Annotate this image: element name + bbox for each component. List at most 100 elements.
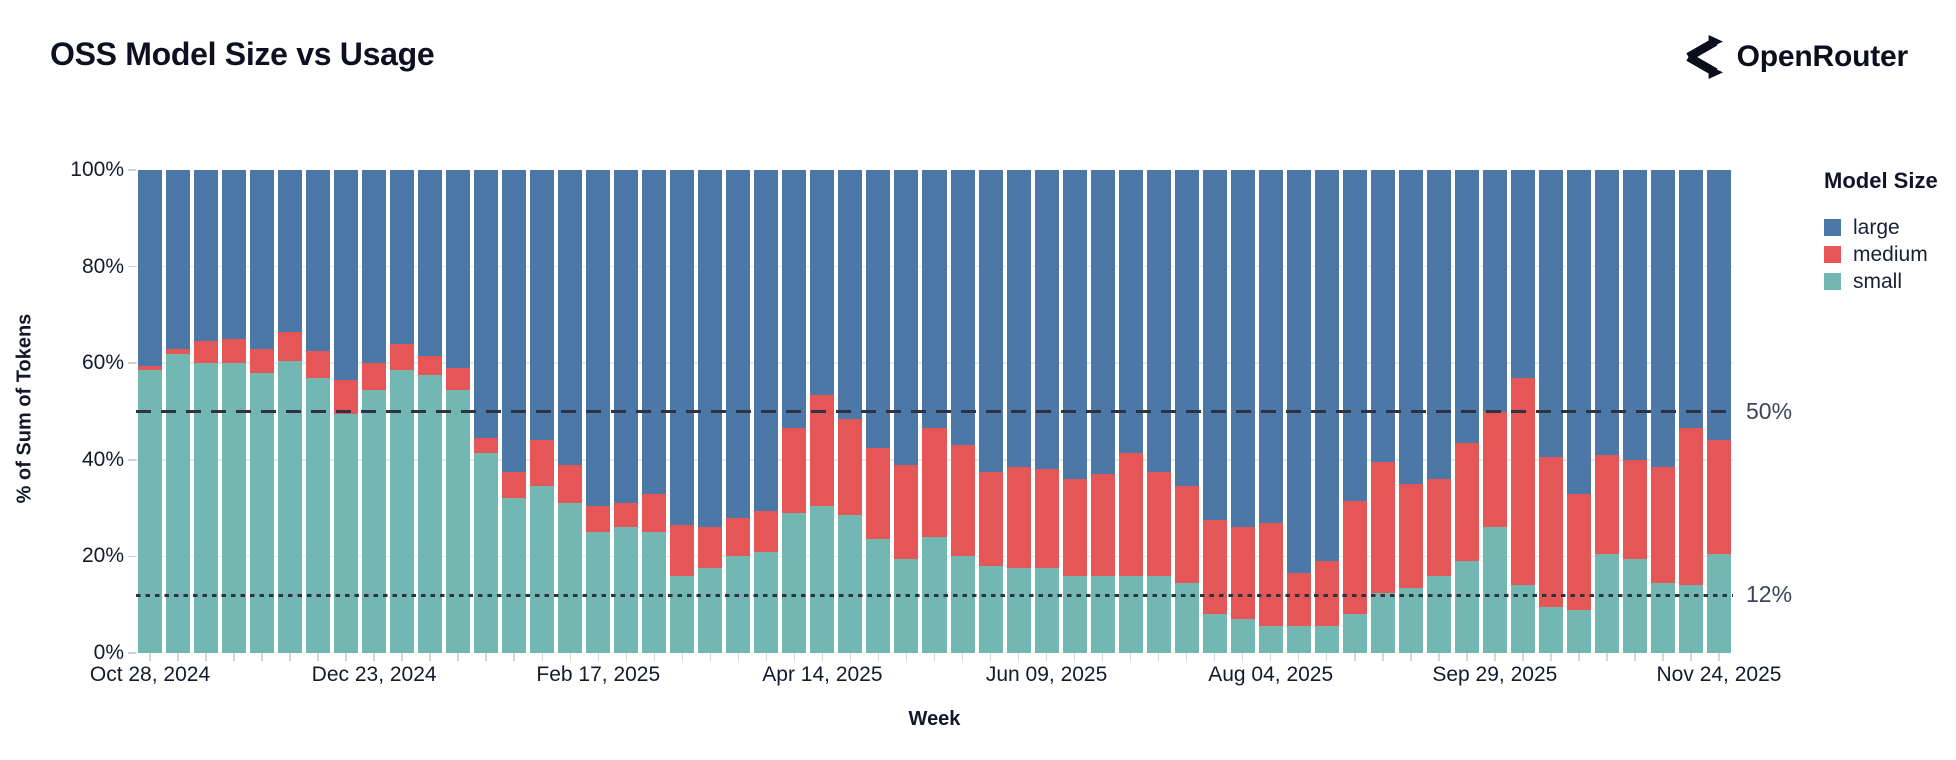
stacked-bar[interactable]: [1257, 170, 1285, 653]
stacked-bar[interactable]: [640, 170, 668, 653]
bar-stack: [418, 170, 443, 653]
stacked-bar[interactable]: [1089, 170, 1117, 653]
reference-line-50%: [136, 410, 1733, 413]
stacked-bar[interactable]: [1005, 170, 1033, 653]
stacked-bar[interactable]: [1565, 170, 1593, 653]
bar-segment-small: [474, 452, 499, 653]
bar-segment-medium: [334, 380, 359, 414]
x-tick-mark: [597, 653, 600, 661]
bar-segment-large: [1426, 170, 1451, 480]
stacked-bar[interactable]: [696, 170, 724, 653]
stacked-bar[interactable]: [780, 170, 808, 653]
stacked-bar[interactable]: [1369, 170, 1397, 653]
stacked-bar[interactable]: [584, 170, 612, 653]
stacked-bar[interactable]: [1481, 170, 1509, 653]
x-tick-mark: [709, 653, 712, 661]
bar-segment-medium: [978, 471, 1003, 567]
x-tick-mark: [1101, 653, 1104, 661]
stacked-bar[interactable]: [668, 170, 696, 653]
stacked-bar[interactable]: [836, 170, 864, 653]
stacked-bar[interactable]: [1285, 170, 1313, 653]
bar-segment-medium: [278, 331, 303, 361]
legend-item-large[interactable]: large: [1824, 214, 1938, 241]
stacked-bar[interactable]: [724, 170, 752, 653]
stacked-bar[interactable]: [864, 170, 892, 653]
bar-segment-large: [1454, 170, 1479, 443]
stacked-bar[interactable]: [1033, 170, 1061, 653]
bar-segment-medium: [754, 510, 779, 552]
x-tick-mark: [821, 653, 824, 661]
bar-segment-small: [530, 486, 555, 653]
x-tick-mark: [765, 653, 768, 661]
stacked-bar[interactable]: [1705, 170, 1733, 653]
x-tick-label: Nov 24, 2025: [1656, 663, 1782, 686]
stacked-bar[interactable]: [500, 170, 528, 653]
stacked-bar[interactable]: [388, 170, 416, 653]
stacked-bar[interactable]: [416, 170, 444, 653]
x-tick-mark: [373, 653, 375, 661]
bar-segment-large: [1034, 170, 1059, 470]
bar-segment-medium: [558, 464, 583, 504]
bar-segment-large: [670, 170, 695, 525]
stacked-bar[interactable]: [276, 170, 304, 653]
stacked-bar[interactable]: [1229, 170, 1257, 653]
bar-segment-small: [1398, 587, 1423, 653]
stacked-bar[interactable]: [304, 170, 332, 653]
stacked-bar[interactable]: [1537, 170, 1565, 653]
stacked-bar[interactable]: [1397, 170, 1425, 653]
stacked-bar[interactable]: [1593, 170, 1621, 653]
legend-item-label: medium: [1853, 242, 1928, 266]
stacked-bar[interactable]: [612, 170, 640, 653]
bar-segment-small: [1342, 614, 1367, 653]
stacked-bar[interactable]: [556, 170, 584, 653]
bar-segment-medium: [1174, 486, 1199, 583]
stacked-bar[interactable]: [472, 170, 500, 653]
bar-segment-medium: [1146, 471, 1171, 576]
x-tick-mark: [1157, 653, 1160, 661]
stacked-bar[interactable]: [332, 170, 360, 653]
bar-segment-medium: [1062, 479, 1087, 576]
bar-stack: [530, 170, 555, 653]
bar-segment-large: [1230, 170, 1255, 528]
stacked-bar[interactable]: [1677, 170, 1705, 653]
stacked-bar[interactable]: [752, 170, 780, 653]
legend-item-small[interactable]: small: [1824, 268, 1938, 295]
stacked-bar[interactable]: [528, 170, 556, 653]
stacked-bar[interactable]: [808, 170, 836, 653]
stacked-bar[interactable]: [1425, 170, 1453, 653]
bar-stack: [362, 170, 387, 653]
bar-segment-small: [1286, 626, 1311, 653]
stacked-bar[interactable]: [164, 170, 192, 653]
bar-stack: [334, 170, 359, 653]
bar-segment-large: [1482, 170, 1507, 412]
stacked-bar[interactable]: [949, 170, 977, 653]
stacked-bar[interactable]: [1117, 170, 1145, 653]
stacked-bar[interactable]: [444, 170, 472, 653]
bar-stack: [1258, 170, 1283, 653]
stacked-bar[interactable]: [1453, 170, 1481, 653]
bar-segment-small: [446, 389, 471, 653]
x-tick-mark: [1662, 653, 1664, 661]
stacked-bar[interactable]: [892, 170, 920, 653]
openrouter-brand[interactable]: OpenRouter: [1677, 34, 1908, 80]
x-tick-mark: [485, 653, 487, 661]
stacked-bar[interactable]: [977, 170, 1005, 653]
x-tick-mark: [1354, 653, 1356, 661]
bar-stack: [1538, 170, 1563, 653]
stacked-bar[interactable]: [1313, 170, 1341, 653]
stacked-bar[interactable]: [1061, 170, 1089, 653]
bar-stack: [726, 170, 751, 653]
bar-stack: [1398, 170, 1423, 653]
bar-segment-large: [306, 170, 331, 352]
legend-item-medium[interactable]: medium: [1824, 241, 1938, 268]
stacked-bar[interactable]: [1201, 170, 1229, 653]
x-tick-mark: [177, 653, 179, 661]
stacked-bar[interactable]: [360, 170, 388, 653]
stacked-bar[interactable]: [136, 170, 164, 653]
legend-items: large medium small: [1824, 214, 1938, 295]
stacked-bar[interactable]: [1145, 170, 1173, 653]
x-tick-mark: [1466, 653, 1468, 661]
bar-segment-large: [278, 170, 303, 332]
stacked-bar[interactable]: [248, 170, 276, 653]
bar-segment-large: [1314, 170, 1339, 562]
